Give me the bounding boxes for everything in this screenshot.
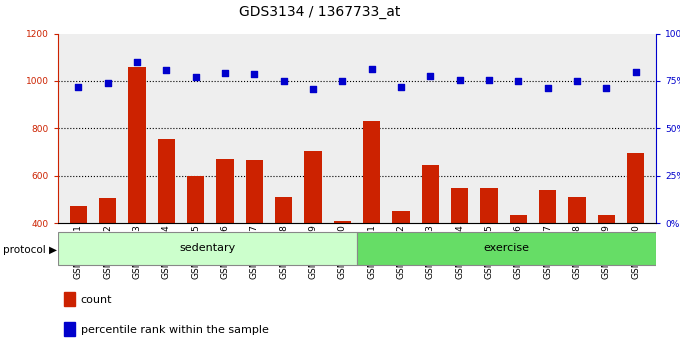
Bar xyxy=(451,188,469,318)
Point xyxy=(278,78,289,84)
Bar xyxy=(216,159,234,318)
Bar xyxy=(69,206,87,318)
Bar xyxy=(245,160,263,318)
Bar xyxy=(568,197,585,318)
FancyBboxPatch shape xyxy=(58,232,357,266)
Bar xyxy=(99,198,116,318)
Point xyxy=(249,71,260,77)
Point xyxy=(307,86,318,92)
Point xyxy=(220,70,231,75)
Point xyxy=(425,73,436,79)
Text: sedentary: sedentary xyxy=(180,243,235,253)
Bar xyxy=(275,197,292,318)
Point xyxy=(483,77,494,82)
Bar xyxy=(363,121,381,318)
Bar xyxy=(627,153,645,318)
Text: protocol ▶: protocol ▶ xyxy=(3,245,57,255)
Bar xyxy=(539,190,556,318)
Point xyxy=(513,78,524,84)
Bar xyxy=(509,215,527,318)
Point xyxy=(161,68,172,73)
Point xyxy=(131,59,142,65)
Text: count: count xyxy=(80,295,112,305)
Bar xyxy=(422,165,439,318)
Point xyxy=(572,78,583,84)
Bar xyxy=(129,67,146,318)
Point xyxy=(73,84,84,90)
FancyBboxPatch shape xyxy=(357,232,656,266)
Point xyxy=(190,75,201,80)
Point xyxy=(601,85,612,91)
Text: exercise: exercise xyxy=(483,243,530,253)
Bar xyxy=(392,211,410,318)
Point xyxy=(542,85,553,91)
Text: percentile rank within the sample: percentile rank within the sample xyxy=(80,325,269,335)
Bar xyxy=(304,151,322,318)
Bar xyxy=(64,292,75,306)
Bar xyxy=(598,215,615,318)
Point xyxy=(454,77,465,82)
Bar xyxy=(480,188,498,318)
Point xyxy=(630,69,641,74)
Bar xyxy=(158,139,175,318)
Bar xyxy=(333,221,351,318)
Point xyxy=(102,80,113,86)
Text: GDS3134 / 1367733_at: GDS3134 / 1367733_at xyxy=(239,5,401,19)
Point xyxy=(396,84,407,90)
Bar xyxy=(187,176,205,318)
Bar xyxy=(64,322,75,336)
Point xyxy=(337,78,347,84)
Point xyxy=(367,66,377,72)
